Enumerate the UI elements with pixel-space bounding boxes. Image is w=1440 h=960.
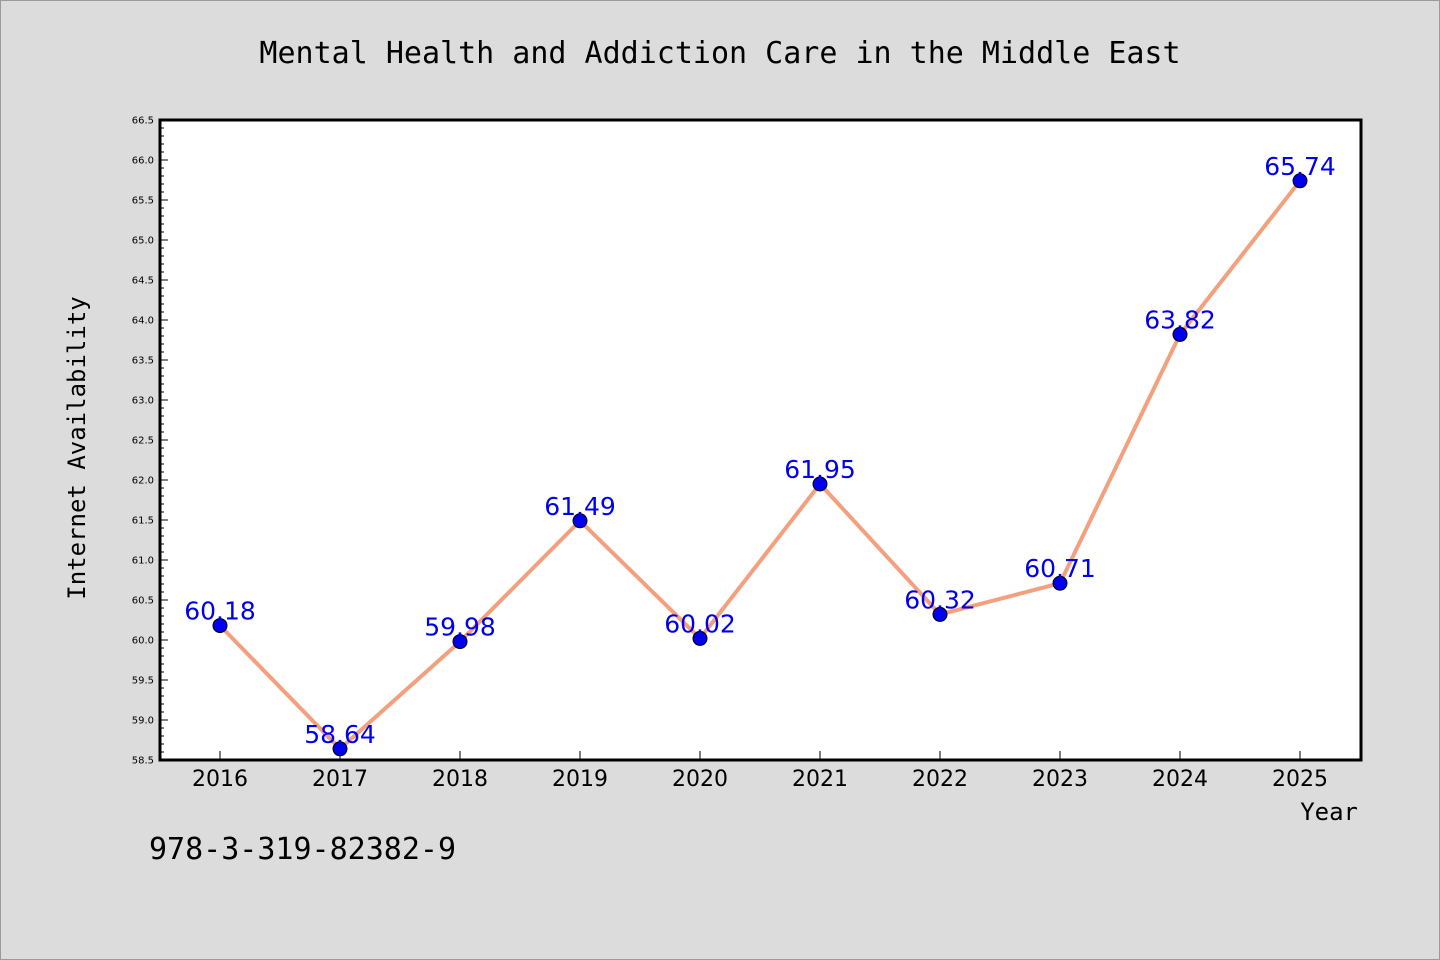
- x-tick-label: 2025: [1272, 767, 1328, 792]
- x-axis-label: Year: [1300, 798, 1358, 826]
- x-tick-label: 2020: [672, 767, 728, 792]
- y-tick-label: 63.0: [132, 396, 154, 407]
- data-point: [932, 606, 948, 622]
- series-line: [218, 178, 1302, 751]
- data-point: [692, 630, 708, 646]
- data-point: [1052, 575, 1068, 591]
- data-label: 63.82: [1144, 305, 1216, 334]
- plot-area: [158, 118, 1363, 762]
- data-label: 61.95: [784, 455, 856, 484]
- y-tick-label: 62.5: [132, 436, 154, 447]
- data-label: 60.32: [904, 585, 976, 614]
- y-tick-label: 66.5: [132, 116, 154, 127]
- y-tick-label: 65.5: [132, 196, 154, 207]
- y-tick-label: 59.0: [132, 716, 154, 727]
- y-tick-label: 58.5: [132, 756, 154, 767]
- data-point: [812, 476, 828, 492]
- x-tick-label: 2017: [312, 767, 368, 792]
- y-tick-label: 65.0: [132, 236, 154, 247]
- data-label: 60.71: [1024, 554, 1096, 583]
- data-labels-group: 60.18 58.64 59.98 61.49 60.02 61.95 60.32 60.71…: [184, 152, 1336, 749]
- chart-title: Mental Health and Addiction Care in the …: [259, 36, 1180, 71]
- data-label: 59.98: [424, 613, 496, 642]
- data-point: [572, 513, 588, 529]
- x-tick-label: 2022: [912, 767, 968, 792]
- x-tick-label: 2018: [432, 767, 488, 792]
- y-tick-label: 59.5: [132, 676, 154, 687]
- x-tick-label: 2021: [792, 767, 848, 792]
- y-tick-label: 64.0: [132, 316, 154, 327]
- series-line-group: [218, 178, 1302, 751]
- x-tick-label: 2019: [552, 767, 608, 792]
- data-label: 58.64: [304, 720, 376, 749]
- y-tick-label: 60.0: [132, 636, 154, 647]
- y-tick-label: 62.0: [132, 476, 154, 487]
- x-tick-label: 2024: [1152, 767, 1208, 792]
- data-point: [452, 634, 468, 650]
- markers-group: [212, 173, 1308, 757]
- y-tick-label: 60.5: [132, 596, 154, 607]
- y-axis: 58.5 59.0 59.5 60.0 60.5 61.0 61.5 62.0 62.5 63.0…: [132, 116, 168, 767]
- data-point: [1292, 173, 1308, 189]
- data-label: 60.18: [184, 597, 256, 626]
- x-tick-label: 2016: [192, 767, 248, 792]
- data-label: 65.74: [1264, 152, 1336, 181]
- y-tick-label: 63.5: [132, 356, 154, 367]
- isbn-text: 978-3-319-82382-9: [149, 832, 457, 867]
- x-axis: 2016 2017 2018 2019 2020 2021 2022 2023 2024 2025: [192, 751, 1328, 792]
- data-point: [212, 618, 228, 634]
- data-point: [1172, 326, 1188, 342]
- y-axis-label: Internet Availability: [63, 296, 91, 599]
- y-tick-label: 66.0: [132, 156, 154, 167]
- data-point: [332, 741, 348, 757]
- data-label: 61.49: [544, 492, 616, 521]
- y-tick-label: 61.5: [132, 516, 154, 527]
- x-tick-label: 2023: [1032, 767, 1088, 792]
- y-tick-label: 64.5: [132, 276, 154, 287]
- data-label: 60.02: [664, 609, 736, 638]
- y-tick-label: 61.0: [132, 556, 154, 567]
